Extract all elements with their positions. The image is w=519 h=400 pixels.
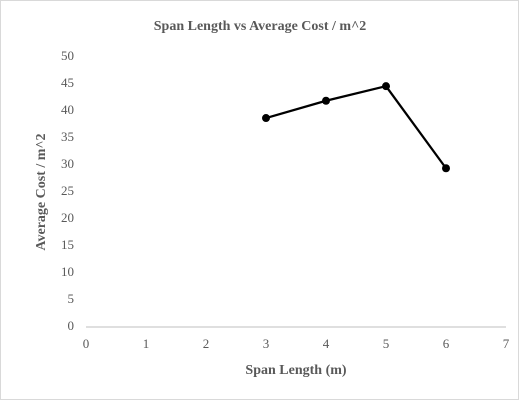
- y-tick-label: 45: [61, 75, 74, 90]
- y-tick-label: 20: [61, 210, 74, 225]
- x-tick-label: 3: [263, 336, 270, 351]
- x-tick-label: 0: [83, 336, 90, 351]
- y-tick-label: 40: [61, 102, 74, 117]
- y-tick-label: 5: [68, 291, 75, 306]
- y-tick-label: 35: [61, 129, 74, 144]
- data-point: [262, 114, 270, 123]
- x-tick-label: 2: [203, 336, 210, 351]
- chart-title: Span Length vs Average Cost / m^2: [154, 19, 366, 34]
- x-tick-label: 7: [503, 336, 510, 351]
- y-tick-label: 30: [61, 156, 74, 171]
- x-tick-label: 6: [443, 336, 450, 351]
- y-axis-label: Average Cost / m^2: [34, 133, 49, 250]
- y-tick-label: 10: [61, 264, 74, 279]
- data-point: [382, 82, 390, 91]
- x-tick-label: 1: [143, 336, 150, 351]
- x-axis-label: Span Length (m): [245, 363, 346, 378]
- y-tick-label: 0: [68, 318, 75, 333]
- data-point: [442, 164, 450, 173]
- data-point: [322, 96, 330, 105]
- y-tick-label: 50: [61, 48, 74, 63]
- x-tick-label: 4: [323, 336, 330, 351]
- y-tick-label: 15: [61, 237, 74, 252]
- series-line: [265, 84, 447, 169]
- x-tick-label: 5: [383, 336, 390, 351]
- y-tick-label: 25: [61, 183, 74, 198]
